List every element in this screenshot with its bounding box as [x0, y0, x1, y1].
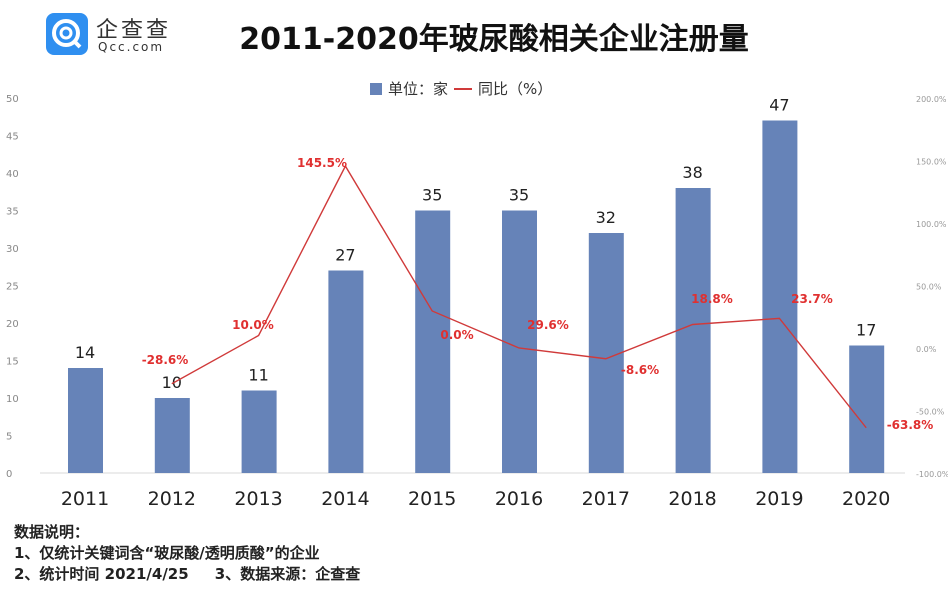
bar-2018: [675, 188, 711, 473]
yoy-line: [171, 164, 867, 429]
logo-name-cn: 企查查: [96, 18, 172, 43]
bar-value-label: 11: [248, 366, 268, 385]
bar-2013: [241, 390, 277, 473]
left-axis-tick: 25: [6, 282, 19, 293]
yoy-data-label: -8.6%: [621, 363, 659, 377]
bar-value-label: 38: [682, 163, 702, 182]
x-tick-label: 2015: [408, 488, 456, 510]
left-axis-tick: 10: [6, 394, 19, 405]
x-tick-label: 2019: [755, 488, 803, 510]
left-axis-tick: 5: [6, 432, 12, 443]
left-axis-tick: 35: [6, 207, 19, 218]
bar-value-label: 17: [856, 321, 876, 340]
right-axis-tick: 50.0%: [916, 283, 942, 292]
yoy-data-label: 145.5%: [297, 156, 347, 170]
right-axis-tick: 100.0%: [916, 220, 947, 229]
bar-value-label: 14: [75, 343, 95, 362]
qcc-logo-icon: [46, 13, 88, 55]
legend-bar-label: 单位：家: [388, 80, 449, 98]
yoy-data-label: -28.6%: [142, 353, 189, 367]
left-axis-tick: 50: [6, 94, 19, 105]
bar-value-label: 10: [162, 373, 182, 392]
right-axis-tick: 200.0%: [916, 95, 947, 104]
bar-value-label: 47: [769, 96, 789, 115]
legend-line-label: 同比（%）: [478, 80, 553, 98]
bar-2015: [415, 210, 451, 473]
bar-2014: [328, 270, 364, 473]
bar-2017: [588, 233, 624, 473]
x-tick-label: 2011: [61, 488, 109, 510]
yoy-data-label: 10.0%: [232, 318, 274, 332]
bar-2012: [154, 398, 190, 473]
yoy-data-label: -63.8%: [887, 418, 934, 432]
x-tick-label: 2017: [582, 488, 630, 510]
left-axis-tick: 45: [6, 132, 19, 143]
bar-value-label: 27: [335, 246, 355, 265]
bar-2016: [502, 210, 537, 473]
yoy-data-label: 18.8%: [691, 292, 733, 306]
x-tick-label: 2013: [234, 488, 282, 510]
notes-line-1: 1、仅统计关键词含“玻尿酸/透明质酸”的企业: [14, 544, 320, 562]
logo-name-en: Qcc.com: [98, 40, 165, 54]
left-axis-tick: 15: [6, 357, 19, 368]
x-tick-label: 2014: [321, 488, 369, 510]
notes-heading: 数据说明：: [14, 523, 90, 541]
yoy-data-label: 23.7%: [791, 292, 833, 306]
right-axis-tick: 0.0%: [916, 345, 937, 354]
left-axis-tick: 20: [6, 319, 19, 330]
legend-bar-swatch: [370, 82, 382, 95]
left-axis-tick: 0: [6, 469, 12, 480]
bar-value-label: 35: [509, 186, 529, 205]
x-tick-label: 2018: [668, 488, 716, 510]
bar-2019: [762, 120, 798, 473]
left-axis-tick: 40: [6, 169, 19, 180]
data-notes: 数据说明： 1、仅统计关键词含“玻尿酸/透明质酸”的企业 2、统计时间 2021…: [14, 522, 360, 585]
bar-2011: [68, 368, 103, 473]
x-tick-label: 2016: [495, 488, 543, 510]
left-axis-tick: 30: [6, 244, 19, 255]
bar-value-label: 32: [596, 208, 616, 227]
legend-line-swatch: [454, 87, 473, 90]
yoy-data-label: 29.6%: [527, 318, 569, 332]
notes-line-2: 2、统计时间 2021/4/25 3、数据来源：企查查: [14, 565, 361, 583]
x-tick-label: 2012: [148, 488, 196, 510]
right-axis-tick: -50.0%: [916, 408, 945, 417]
yoy-data-label: 0.0%: [440, 328, 473, 342]
chart-title: 2011-2020年玻尿酸相关企业注册量: [239, 22, 749, 57]
legend: 单位：家 同比（%）: [370, 78, 552, 99]
right-axis-tick: 150.0%: [916, 158, 947, 167]
x-tick-label: 2020: [842, 488, 890, 510]
bar-2020: [849, 345, 885, 473]
right-axis-tick: -100.0%: [916, 470, 948, 479]
bar-value-label: 35: [422, 186, 442, 205]
